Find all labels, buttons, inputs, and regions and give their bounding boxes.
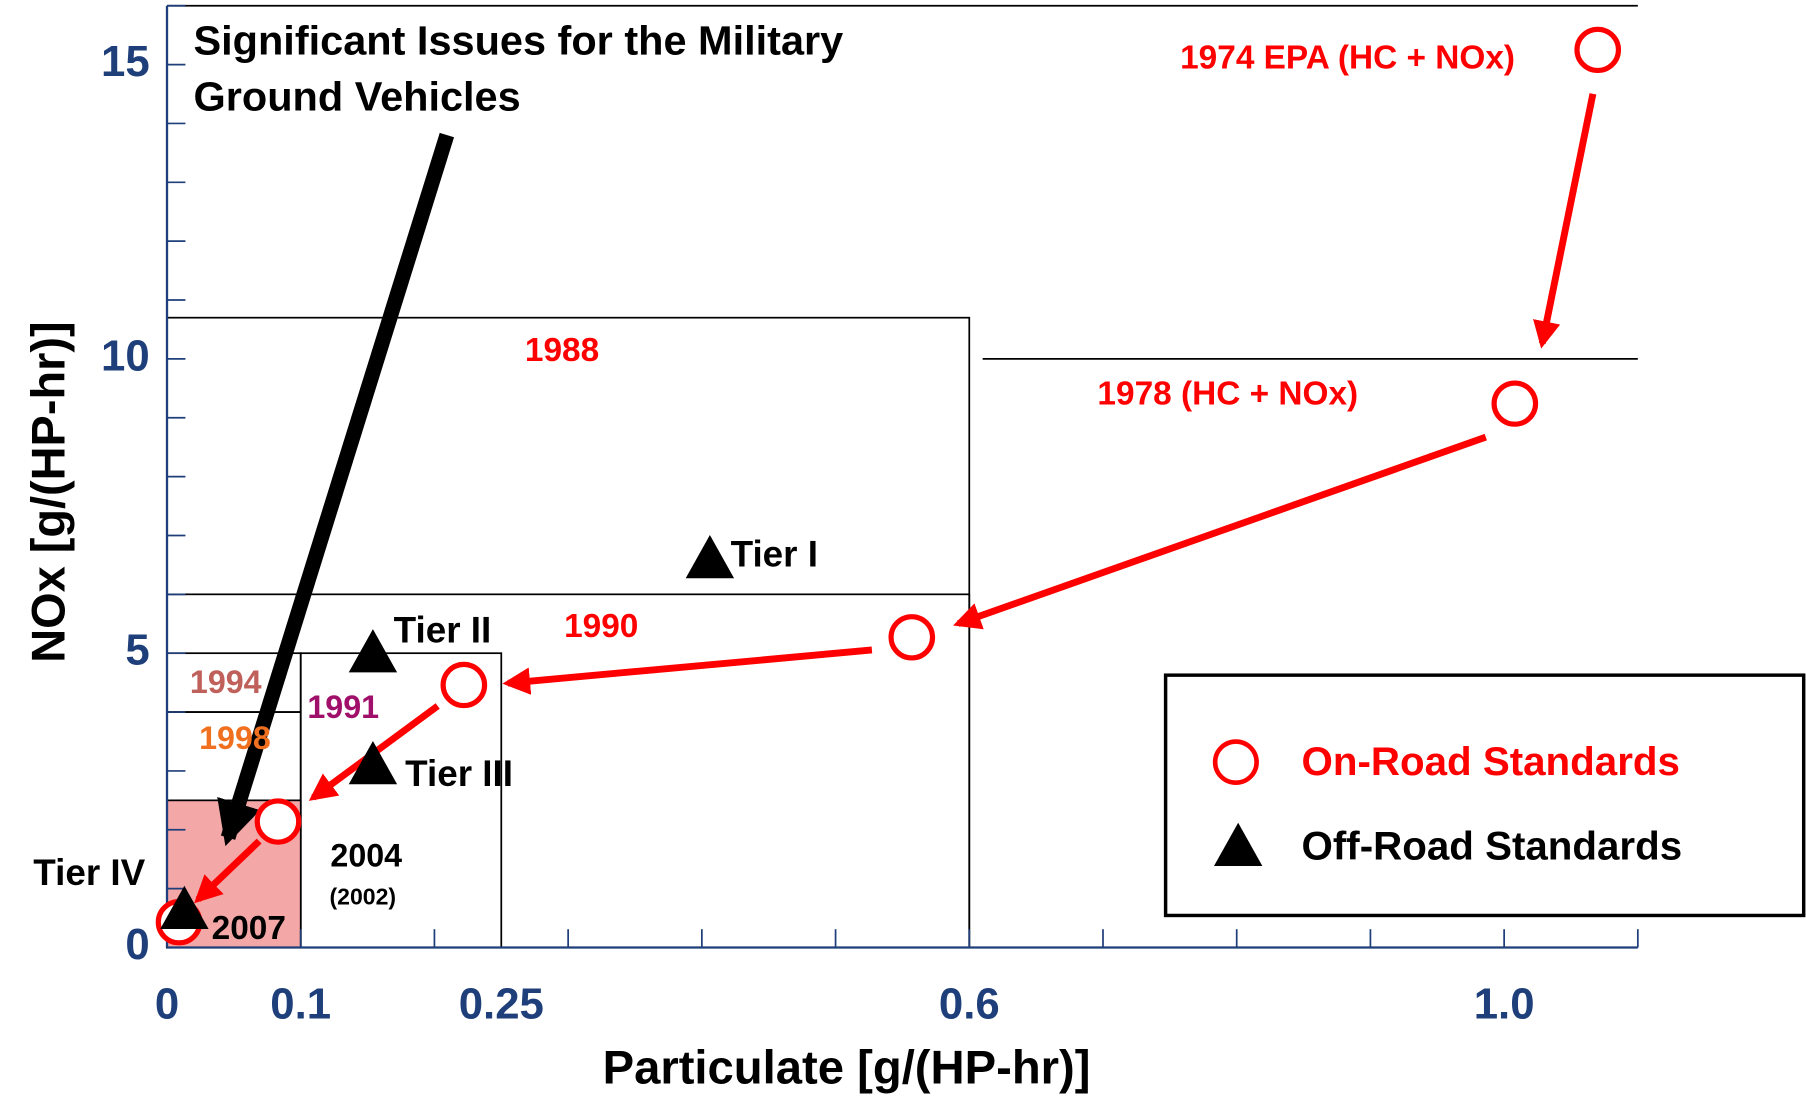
note-arrow — [217, 132, 455, 847]
off-road-point — [348, 629, 398, 673]
point-label: Tier II — [394, 609, 492, 650]
legend-marker — [1212, 739, 1259, 786]
x-tick-label: 0 — [155, 981, 179, 1029]
on-road-point — [888, 614, 936, 661]
on-road-point — [1491, 380, 1539, 427]
legend-box — [1163, 673, 1806, 918]
arrows — [194, 93, 1597, 904]
y-tick-label: 0 — [125, 921, 149, 969]
arrow — [502, 646, 873, 695]
point-label: Tier IV — [33, 852, 145, 893]
annotation: 1990 — [564, 608, 638, 645]
y-tick-label: 10 — [101, 332, 150, 380]
x-tick-label: 1.0 — [1474, 981, 1535, 1029]
on-road-point — [254, 798, 302, 845]
annotation: 2004 — [330, 838, 402, 874]
annotation: 1974 EPA (HC + NOx) — [1180, 39, 1515, 76]
y-tick-label: 5 — [125, 627, 149, 675]
on-road-point — [1574, 26, 1622, 74]
annotation: 1994 — [190, 664, 262, 700]
arrow — [1533, 93, 1597, 349]
point-label: Tier I — [731, 534, 818, 575]
legend-marker — [1213, 822, 1263, 867]
note: Significant Issues for the Military — [194, 17, 844, 63]
legend-label: On-Road Standards — [1302, 739, 1680, 784]
off-road-point — [348, 741, 398, 785]
legend-label: Off-Road Standards — [1302, 824, 1683, 869]
y-tick-label: 15 — [101, 38, 150, 86]
annotation: (2002) — [330, 883, 397, 909]
on-road-point — [440, 661, 488, 709]
off-road-point — [160, 885, 209, 930]
annotation: 1991 — [307, 689, 379, 725]
y-axis-title: NOx [g/(HP-hr)] — [21, 321, 74, 662]
annotation: 2007 — [212, 910, 286, 947]
off-road-point — [685, 534, 735, 579]
point-label: Tier III — [405, 753, 513, 794]
x-tick-label: 0.25 — [459, 981, 544, 1029]
x-tick-label: 0.6 — [939, 981, 1000, 1029]
annotation: 1998 — [199, 720, 271, 756]
annotation: 1988 — [525, 332, 599, 369]
x-tick-label: 0.1 — [270, 981, 331, 1029]
arrow — [953, 433, 1487, 630]
arrow — [194, 838, 262, 904]
x-axis-title: Particulate [g/(HP-hr)] — [603, 1041, 1091, 1094]
note: Ground Vehicles — [194, 74, 521, 120]
annotation: 1978 (HC + NOx) — [1097, 376, 1358, 413]
